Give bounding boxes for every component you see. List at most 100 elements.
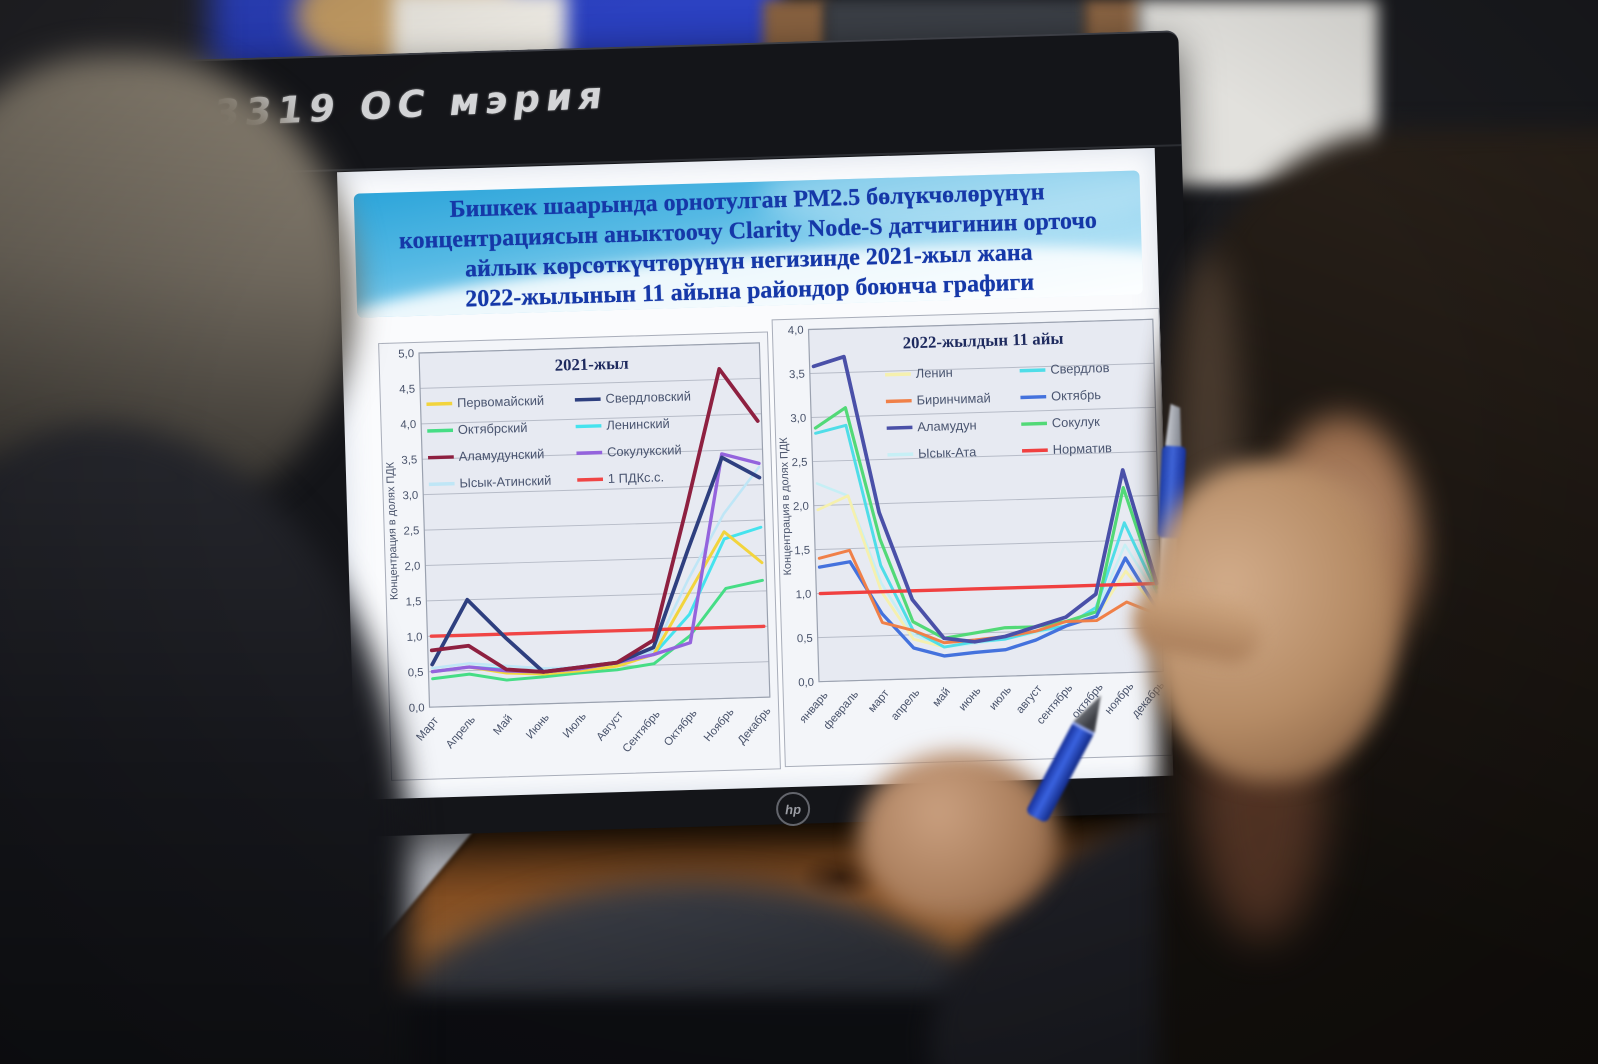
gridline (812, 450, 1157, 463)
x-tick-label: Ноябрь (702, 706, 737, 744)
x-tick-label: Июнь (524, 712, 552, 742)
legend-swatch (1021, 448, 1048, 453)
legend-label: Октябрский (458, 420, 528, 437)
hp-monitor: 3319 ОС мэрия Бишкек шаарында орнотулган… (168, 30, 1202, 842)
legend-label: Аламудун (917, 417, 977, 434)
y-axis-title: Концентрация в долях ПДК (778, 437, 794, 576)
legend-swatch (887, 452, 914, 457)
y-tick-label: 0,5 (408, 667, 424, 679)
gridline (420, 377, 761, 389)
y-tick-label: 1,5 (405, 596, 421, 608)
legend-swatch (885, 398, 912, 404)
legend-swatch (428, 481, 455, 487)
legend-label: Ленин (916, 365, 953, 381)
y-tick-label: 0,0 (409, 702, 425, 714)
y-tick-label: 3,5 (789, 369, 805, 381)
hp-logo: hp (775, 791, 811, 827)
legend-label: Ысык-Атинский (459, 473, 551, 491)
y-tick-label: 2,5 (403, 525, 419, 537)
x-tick-label: Октябрь (662, 707, 700, 748)
series-line-1 ПДКс.с. (429, 624, 766, 638)
series-line-Октябрь (817, 556, 1160, 658)
legend-swatch (577, 477, 604, 482)
y-tick-label: 2,5 (792, 457, 808, 469)
legend-label: 1 ПДКс.с. (608, 469, 665, 486)
x-tick-label: Апрель (444, 714, 478, 751)
gridline (811, 406, 1156, 419)
pen-clip (1165, 404, 1183, 447)
legend-swatch (574, 397, 601, 402)
x-tick-label: Сентябрь (621, 708, 663, 755)
y-tick-label: 4,5 (399, 384, 415, 396)
legend-swatch (576, 450, 603, 456)
legend-swatch (428, 455, 454, 460)
legend-label: Ленинский (606, 416, 670, 433)
y-tick-label: 2,0 (404, 561, 420, 573)
chart-svg: 0,0 0,5 1,0 1,5 2,0 2,5 3,0 3,5 4,0 4,5 5,0 Март Апр… (385, 342, 774, 755)
series-line-Норматив (818, 581, 1159, 596)
y-axis-title: Концентрация в долях ПДК (385, 461, 401, 600)
legend-swatch (1019, 368, 1046, 373)
y-tick-label: 3,0 (790, 413, 806, 425)
x-tick-label: Август (595, 709, 627, 743)
x-tick-label: Март (414, 714, 441, 743)
y-tick-label: 1,5 (794, 545, 810, 557)
gridline (426, 590, 767, 602)
x-tick-label: июль (987, 684, 1014, 713)
legend-swatch (886, 425, 913, 430)
series-line-Аламудунский (429, 367, 760, 674)
legend-swatch (1021, 421, 1048, 426)
x-tick-label: июнь (957, 685, 984, 713)
plot-frame (418, 342, 771, 708)
legend-label: Свердловский (605, 388, 691, 406)
chart-svg: 0,00,51,01,52,02,53,03,54,0январьфевраль… (778, 318, 1167, 732)
y-tick-label: 4,0 (788, 325, 804, 337)
legend-swatch (1020, 394, 1047, 400)
series-line-Аламудун (811, 354, 1159, 644)
legend-swatch (575, 424, 602, 429)
slide-title: Бишкек шаарында орнотулган РМ2.5 бөлүкчө… (354, 174, 1143, 317)
y-tick-label: 1,0 (407, 631, 423, 643)
x-tick-label: апрель (889, 687, 922, 723)
hand-holding-pen (858, 752, 1058, 922)
y-tick-label: 5,0 (398, 348, 414, 360)
y-tick-label: 3,5 (401, 454, 417, 466)
y-tick-label: 0,0 (798, 677, 814, 689)
chart-panel-2022: 0,0 0,5 1,0 1,5 2,0 2,5 3,0 3,5 4,0 январь февраль… (771, 307, 1173, 768)
legend-label: Норматив (1052, 440, 1112, 457)
gridline (815, 538, 1160, 551)
legend-label: Октябрь (1051, 387, 1102, 403)
legend-label: Первомайский (457, 393, 544, 411)
gridline (424, 519, 765, 531)
gridline (421, 413, 762, 425)
gridline (817, 626, 1162, 639)
y-tick-label: 1,0 (795, 589, 811, 601)
chart-title: 2022-жылдын 11 айы (902, 329, 1063, 353)
gridline (423, 484, 764, 496)
legend-swatch (426, 401, 453, 406)
x-tick-label: Май (491, 713, 515, 738)
monitor-screen: Бишкек шаарында орнотулган РМ2.5 бөлүкчө… (337, 147, 1174, 800)
legend-label: Аламудунский (458, 446, 544, 464)
y-tick-label: 3,0 (402, 490, 418, 502)
x-tick-label: май (930, 686, 952, 709)
legend-label: Сокулук (1052, 414, 1101, 430)
chart-panel-2021: 0,0 0,5 1,0 1,5 2,0 2,5 3,0 3,5 4,0 4,5 5,0 Март Апр… (378, 331, 781, 781)
series-line-Сокулук (813, 406, 1159, 640)
x-tick-label: Декабрь (736, 705, 774, 747)
legend-label: Ысык-Ата (918, 444, 977, 461)
y-tick-label: 0,5 (797, 633, 813, 645)
y-tick-label: 4,0 (400, 419, 416, 431)
legend-label: Биринчимай (916, 390, 991, 407)
x-tick-label: март (866, 687, 892, 715)
series-line-Октябрский (431, 578, 764, 682)
legend-label: Свердлов (1050, 360, 1110, 377)
chart-title: 2021-жыл (554, 354, 629, 375)
legend-swatch (427, 428, 454, 433)
gridline (809, 362, 1155, 375)
legend-label: Сокулукский (607, 442, 682, 459)
x-tick-label: Июль (561, 711, 589, 741)
y-tick-label: 2,0 (793, 501, 809, 513)
legend-swatch (885, 372, 911, 377)
